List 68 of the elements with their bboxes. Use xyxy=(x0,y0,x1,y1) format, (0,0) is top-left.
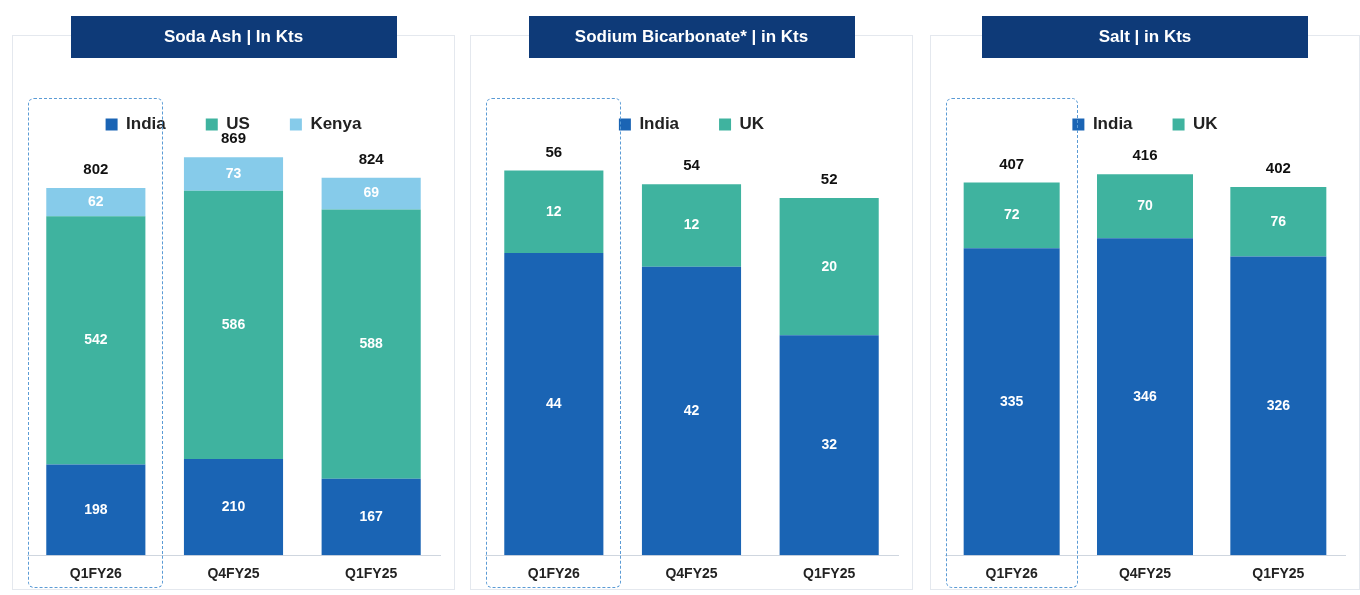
chart-title: Sodium Bicarbonate* | in Kts xyxy=(528,16,855,58)
total-label: 416 xyxy=(1132,146,1158,164)
bar xyxy=(46,216,146,465)
total-label: 54 xyxy=(683,156,701,174)
bar xyxy=(504,170,604,253)
legend-label: UK xyxy=(739,114,765,134)
data-label: 326 xyxy=(1266,396,1291,413)
bar xyxy=(779,197,879,336)
data-label: 12 xyxy=(546,202,562,219)
x-tick-label: Q1FY25 xyxy=(345,565,398,582)
total-label: 802 xyxy=(83,160,109,178)
legend-label: India xyxy=(1092,114,1134,134)
x-tick-label: Q4FY25 xyxy=(665,565,718,582)
data-label: 198 xyxy=(84,500,108,517)
x-tick-label: Q1FY25 xyxy=(803,565,856,582)
total-label: 56 xyxy=(545,142,563,160)
total-label: 52 xyxy=(820,170,838,188)
bar xyxy=(321,209,421,479)
legend-label: India xyxy=(639,114,680,134)
bar xyxy=(1097,174,1193,239)
bar xyxy=(46,464,146,556)
total-label: 824 xyxy=(358,149,385,167)
data-label: 210 xyxy=(221,497,246,514)
data-label: 73 xyxy=(225,164,242,181)
data-label: 76 xyxy=(1270,212,1287,229)
x-tick-label: Q4FY25 xyxy=(207,565,260,582)
bar xyxy=(183,459,284,556)
x-tick-label: Q4FY25 xyxy=(1118,565,1172,582)
bar xyxy=(641,184,742,267)
data-label: 44 xyxy=(546,394,562,411)
data-label: 69 xyxy=(363,184,380,201)
data-label: 20 xyxy=(821,257,838,274)
x-tick-label: Q1FY26 xyxy=(69,565,123,582)
bar xyxy=(963,248,1060,556)
bar xyxy=(641,266,742,556)
bar xyxy=(1230,256,1327,556)
chart-title: Salt | in Kts xyxy=(982,16,1308,58)
data-label: 42 xyxy=(683,401,700,418)
total-label: 402 xyxy=(1265,159,1291,177)
data-label: 346 xyxy=(1133,387,1157,404)
data-label: 70 xyxy=(1137,197,1153,214)
data-label: 335 xyxy=(999,392,1024,409)
data-label: 586 xyxy=(221,315,246,332)
chart-title: Soda Ash | In Kts xyxy=(70,16,397,58)
legend-label: Kenya xyxy=(310,114,362,134)
bar xyxy=(504,252,604,556)
data-label: 12 xyxy=(683,216,700,233)
bar xyxy=(46,187,146,217)
data-label: 542 xyxy=(84,331,108,348)
data-label: 62 xyxy=(88,192,104,209)
x-tick-label: Q1FY26 xyxy=(527,565,581,582)
x-tick-label: Q1FY25 xyxy=(1252,565,1305,582)
bar xyxy=(779,335,879,556)
bar xyxy=(1097,238,1193,556)
bar xyxy=(321,177,421,210)
data-label: 167 xyxy=(359,507,384,524)
bar xyxy=(1230,186,1327,257)
data-label: 72 xyxy=(1003,206,1020,223)
data-label: 32 xyxy=(821,436,838,453)
legend-label: UK xyxy=(1193,114,1219,134)
bar xyxy=(183,157,284,191)
bar xyxy=(963,182,1060,249)
data-label: 588 xyxy=(359,334,384,351)
legend-label: India xyxy=(126,114,167,134)
bar xyxy=(321,478,421,556)
total-label: 407 xyxy=(999,154,1025,172)
x-tick-label: Q1FY26 xyxy=(985,565,1038,582)
bar xyxy=(183,190,284,460)
